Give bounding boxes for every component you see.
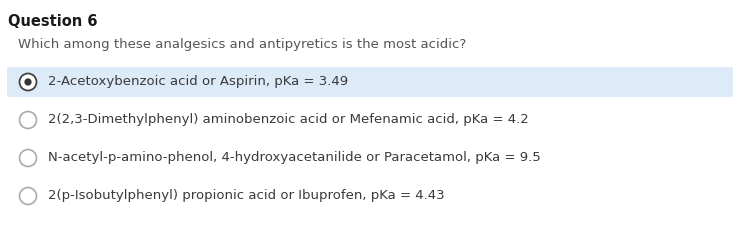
Text: 2-Acetoxybenzoic acid or Aspirin, pKa = 3.49: 2-Acetoxybenzoic acid or Aspirin, pKa = …	[48, 75, 348, 89]
Text: Question 6: Question 6	[8, 14, 98, 29]
Ellipse shape	[19, 111, 36, 129]
Text: N-acetyl-p-amino-phenol, 4-hydroxyacetanilide or Paracetamol, pKa = 9.5: N-acetyl-p-amino-phenol, 4-hydroxyacetan…	[48, 152, 541, 164]
Text: 2(2,3-Dimethylphenyl) aminobenzoic acid or Mefenamic acid, pKa = 4.2: 2(2,3-Dimethylphenyl) aminobenzoic acid …	[48, 114, 529, 126]
Ellipse shape	[19, 188, 36, 204]
FancyBboxPatch shape	[7, 67, 733, 97]
Text: 2(p-Isobutylphenyl) propionic acid or Ibuprofen, pKa = 4.43: 2(p-Isobutylphenyl) propionic acid or Ib…	[48, 189, 445, 203]
Text: Which among these analgesics and antipyretics is the most acidic?: Which among these analgesics and antipyr…	[18, 38, 466, 51]
Ellipse shape	[19, 149, 36, 167]
Ellipse shape	[19, 74, 36, 90]
Ellipse shape	[24, 78, 32, 86]
